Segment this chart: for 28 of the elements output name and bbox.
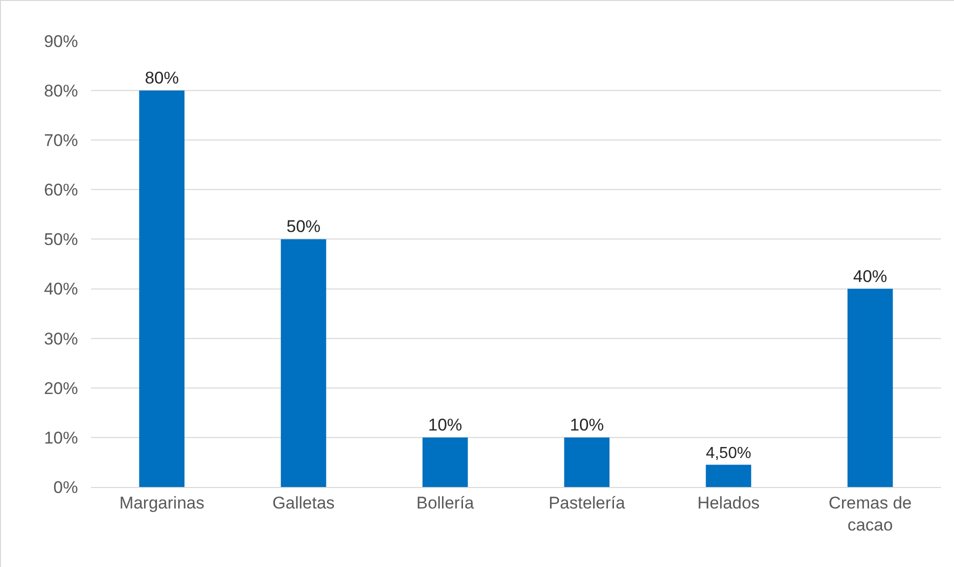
y-tick-label: 80% — [44, 82, 78, 101]
y-tick-label: 60% — [44, 180, 78, 200]
bar — [280, 239, 326, 487]
x-tick-label: Margarinas — [119, 493, 204, 512]
data-label: 40% — [853, 266, 888, 286]
y-tick-label: 20% — [44, 378, 78, 398]
bar — [564, 437, 610, 487]
data-label: 10% — [428, 415, 462, 434]
x-tick-label: Bollería — [416, 493, 475, 512]
y-tick-label: 50% — [44, 230, 78, 250]
x-tick-label: Helados — [697, 493, 760, 512]
y-tick-label: 10% — [44, 428, 78, 448]
x-tick-label: Pastelería — [548, 493, 626, 512]
data-label: 50% — [286, 217, 321, 236]
data-label: 10% — [570, 415, 604, 434]
bar — [422, 437, 468, 487]
y-tick-label: 40% — [44, 280, 78, 299]
y-tick-label: 70% — [44, 131, 78, 150]
data-label: 80% — [144, 68, 179, 88]
x-tick-label: Cremas de cacao — [828, 493, 912, 534]
bar — [848, 288, 893, 487]
y-tick-label: 0% — [53, 478, 78, 497]
bar — [139, 90, 184, 487]
x-tick-label: Galletas — [272, 493, 335, 512]
bar — [706, 464, 752, 487]
y-tick-label: 90% — [44, 32, 78, 51]
data-label: 4,50% — [706, 444, 752, 462]
y-tick-label: 30% — [44, 329, 78, 348]
